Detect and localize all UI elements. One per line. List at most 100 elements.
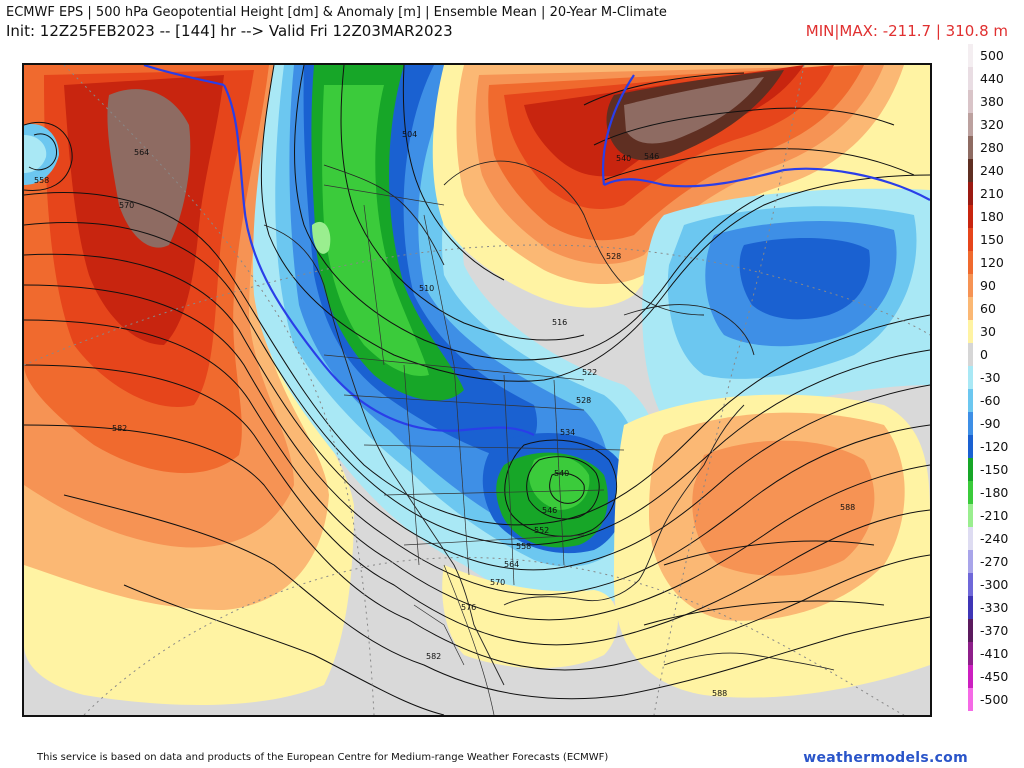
contour-label: 576: [461, 603, 476, 612]
legend-swatch: [968, 205, 973, 228]
legend-row: 500: [968, 44, 1022, 67]
legend-row: 440: [968, 67, 1022, 90]
legend-swatch: [968, 44, 973, 67]
anomaly-baffin-280: [624, 77, 764, 144]
legend-row: -210: [968, 504, 1022, 527]
contour-label: 546: [644, 152, 659, 161]
legend-swatch: [968, 297, 973, 320]
legend-swatch: [968, 642, 973, 665]
legend-label: -330: [980, 600, 1009, 615]
legend-row: 320: [968, 113, 1022, 136]
legend-swatch: [968, 389, 973, 412]
legend-label: -300: [980, 577, 1009, 592]
legend-swatch: [968, 366, 973, 389]
legend-row: -300: [968, 573, 1022, 596]
legend-label: 240: [980, 163, 1004, 178]
contour-label: 528: [576, 396, 591, 405]
anomaly-bering-negative-inner: [24, 135, 47, 173]
legend-label: 180: [980, 209, 1004, 224]
contour-label: 522: [582, 368, 597, 377]
contour-label: 570: [490, 578, 505, 587]
anomaly-subtrop-90: [692, 440, 875, 576]
anomaly-pacific-240: [107, 89, 191, 248]
legend-label: -270: [980, 554, 1009, 569]
legend-swatch: [968, 343, 973, 366]
legend-label: -500: [980, 692, 1009, 707]
blue-540-contours: [143, 65, 930, 436]
contour-label: 558: [34, 176, 49, 185]
legend-label: 120: [980, 255, 1004, 270]
coastlines: [263, 160, 835, 686]
legend-label: 500: [980, 48, 1004, 63]
contour-label: 588: [840, 503, 855, 512]
legend-swatch: [968, 665, 973, 688]
legend-label: 30: [980, 324, 996, 339]
legend-row: -30: [968, 366, 1022, 389]
legend-row: 180: [968, 205, 1022, 228]
legend-row: -410: [968, 642, 1022, 665]
legend-row: 120: [968, 251, 1022, 274]
legend-label: -450: [980, 669, 1009, 684]
legend-label: -210: [980, 508, 1009, 523]
title-line-1: ECMWF EPS | 500 hPa Geopotential Height …: [6, 5, 667, 20]
contour-labels: 558 564 570 582 504 510 516 522 528 534 …: [34, 130, 855, 698]
legend-row: 60: [968, 297, 1022, 320]
legend-swatch: [968, 688, 973, 711]
anomaly-map: 558 564 570 582 504 510 516 522 528 534 …: [22, 63, 932, 717]
legend-row: 30: [968, 320, 1022, 343]
contour-label: 564: [504, 560, 519, 569]
legend-swatch: [968, 412, 973, 435]
legend-row: 280: [968, 136, 1022, 159]
map-canvas: 558 564 570 582 504 510 516 522 528 534 …: [24, 65, 930, 715]
legend-swatch: [968, 619, 973, 642]
legend-swatch: [968, 182, 973, 205]
legend-swatch: [968, 67, 973, 90]
legend-swatch: [968, 573, 973, 596]
legend-row: -500: [968, 688, 1022, 711]
title-line-2: Init: 12Z25FEB2023 -- [144] hr --> Valid…: [6, 22, 453, 40]
legend-label: -30: [980, 370, 1001, 385]
anomaly-west-180: [322, 85, 429, 376]
legend-row: 210: [968, 182, 1022, 205]
legend-swatch: [968, 550, 973, 573]
anomaly-gulf-30: [442, 565, 618, 669]
legend-label: 280: [980, 140, 1004, 155]
legend-row: 0: [968, 343, 1022, 366]
legend-label: 320: [980, 117, 1004, 132]
legend-row: 240: [968, 159, 1022, 182]
legend-swatch: [968, 458, 973, 481]
contour-label: 540: [616, 154, 631, 163]
legend-swatch: [968, 435, 973, 458]
legend-swatch: [968, 90, 973, 113]
legend-swatch: [968, 136, 973, 159]
anomaly-atlantic-120: [739, 238, 870, 320]
legend-swatch: [968, 274, 973, 297]
contour-label: 558: [516, 542, 531, 551]
contour-label: 582: [426, 652, 441, 661]
anomaly-legend: 500 440 380 320 280 240 210 180 150 120 90 60 30 0 -30…: [968, 44, 1022, 711]
legend-row: -270: [968, 550, 1022, 573]
legend-label: -150: [980, 462, 1009, 477]
legend-label: -410: [980, 646, 1009, 661]
contour-label: 510: [419, 284, 434, 293]
height-contours: [24, 65, 930, 715]
contour-label: 540: [554, 469, 569, 478]
contour-label: 552: [534, 526, 549, 535]
brand-link[interactable]: weathermodels.com: [803, 750, 968, 766]
legend-swatch: [968, 596, 973, 619]
legend-swatch: [968, 251, 973, 274]
legend-row: -150: [968, 458, 1022, 481]
contour-label: 582: [112, 424, 127, 433]
legend-label: 210: [980, 186, 1004, 201]
anomaly-west-210: [312, 221, 331, 254]
legend-label: -90: [980, 416, 1001, 431]
legend-label: 0: [980, 347, 988, 362]
legend-swatch: [968, 159, 973, 182]
legend-label: -60: [980, 393, 1001, 408]
contour-label: 504: [402, 130, 417, 139]
contour-label: 570: [119, 201, 134, 210]
legend-row: -450: [968, 665, 1022, 688]
legend-row: -120: [968, 435, 1022, 458]
legend-row: -90: [968, 412, 1022, 435]
legend-swatch: [968, 320, 973, 343]
